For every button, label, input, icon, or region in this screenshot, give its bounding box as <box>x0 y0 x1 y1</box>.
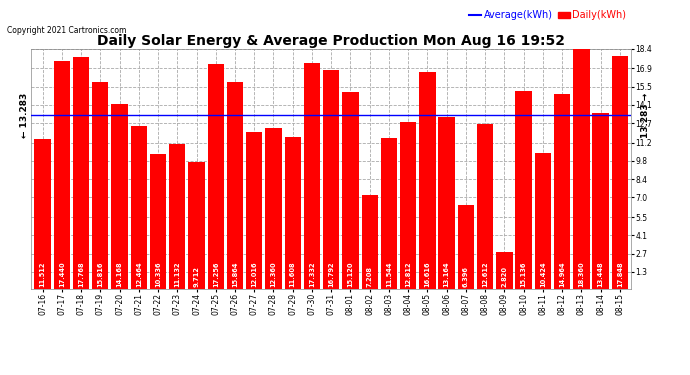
Text: 9.712: 9.712 <box>193 267 199 288</box>
Legend: Average(kWh), Daily(kWh): Average(kWh), Daily(kWh) <box>469 10 627 20</box>
Text: 17.256: 17.256 <box>213 262 219 288</box>
Text: ← 13.283: ← 13.283 <box>19 93 28 138</box>
Bar <box>496 252 513 289</box>
Bar <box>304 63 320 289</box>
Bar <box>188 162 205 289</box>
Text: 17.768: 17.768 <box>78 262 84 288</box>
Bar <box>265 128 282 289</box>
Bar <box>611 56 628 289</box>
Text: 11.512: 11.512 <box>39 262 46 288</box>
Bar <box>573 49 589 289</box>
Text: 12.812: 12.812 <box>405 262 411 288</box>
Bar <box>342 92 359 289</box>
Bar <box>323 70 339 289</box>
Bar <box>420 72 435 289</box>
Text: 15.120: 15.120 <box>348 262 353 288</box>
Bar <box>34 139 51 289</box>
Text: 15.816: 15.816 <box>97 262 104 288</box>
Bar <box>477 124 493 289</box>
Text: 11.544: 11.544 <box>386 262 392 288</box>
Text: 12.612: 12.612 <box>482 262 488 288</box>
Title: Daily Solar Energy & Average Production Mon Aug 16 19:52: Daily Solar Energy & Average Production … <box>97 34 565 48</box>
Text: 12.360: 12.360 <box>270 262 277 288</box>
Bar <box>54 61 70 289</box>
Text: 6.396: 6.396 <box>463 267 469 288</box>
Bar <box>593 113 609 289</box>
Text: 15.136: 15.136 <box>520 262 526 288</box>
Bar <box>554 94 570 289</box>
Text: 12.464: 12.464 <box>136 262 142 288</box>
Text: 18.360: 18.360 <box>578 262 584 288</box>
Bar <box>130 126 147 289</box>
Bar <box>150 154 166 289</box>
Text: 12.016: 12.016 <box>251 262 257 288</box>
Text: 17.332: 17.332 <box>309 262 315 288</box>
Bar <box>169 144 186 289</box>
Text: 16.616: 16.616 <box>424 262 431 288</box>
Text: 13.283 →: 13.283 → <box>641 93 650 138</box>
Bar <box>400 122 416 289</box>
Text: 2.820: 2.820 <box>502 267 507 288</box>
Text: 11.132: 11.132 <box>175 262 180 288</box>
Bar <box>381 138 397 289</box>
Text: 17.440: 17.440 <box>59 262 65 288</box>
Bar <box>208 64 224 289</box>
Bar <box>246 132 262 289</box>
Text: 7.208: 7.208 <box>366 267 373 288</box>
Text: 14.964: 14.964 <box>559 262 565 288</box>
Text: 10.336: 10.336 <box>155 262 161 288</box>
Text: 13.164: 13.164 <box>444 262 450 288</box>
Text: 10.424: 10.424 <box>540 262 546 288</box>
Text: 17.848: 17.848 <box>617 262 623 288</box>
Bar <box>515 92 532 289</box>
Bar <box>73 57 89 289</box>
Text: Copyright 2021 Cartronics.com: Copyright 2021 Cartronics.com <box>7 26 126 35</box>
Bar <box>457 206 474 289</box>
Bar <box>92 82 108 289</box>
Text: 14.168: 14.168 <box>117 262 123 288</box>
Text: 15.864: 15.864 <box>232 262 238 288</box>
Bar <box>438 117 455 289</box>
Bar <box>362 195 378 289</box>
Bar <box>535 153 551 289</box>
Bar <box>111 104 128 289</box>
Bar <box>284 137 301 289</box>
Bar <box>227 82 243 289</box>
Text: 11.608: 11.608 <box>290 262 296 288</box>
Text: 13.448: 13.448 <box>598 262 604 288</box>
Text: 16.792: 16.792 <box>328 262 334 288</box>
